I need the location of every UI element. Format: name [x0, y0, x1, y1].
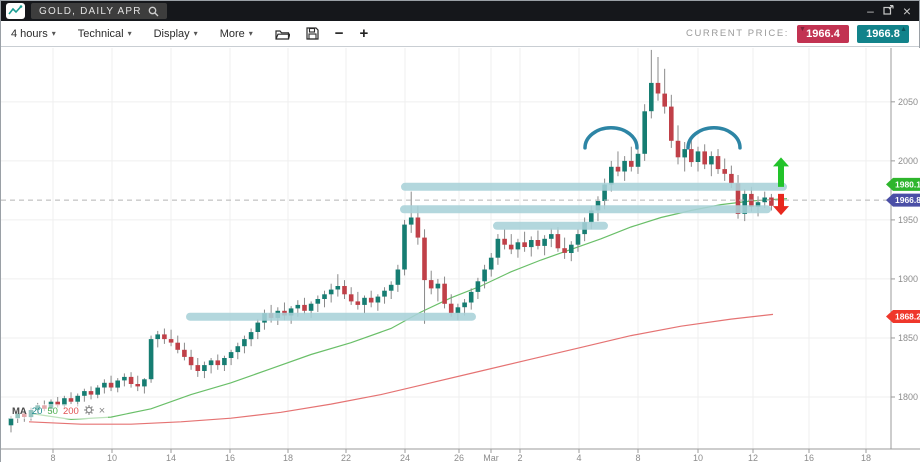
arrow-up-icon: ▲ [900, 25, 907, 33]
chevron-down-icon: ▾ [127, 29, 132, 38]
svg-text:2: 2 [517, 453, 522, 462]
search-icon[interactable] [148, 6, 159, 17]
zoom-out-button[interactable]: − [334, 25, 344, 42]
svg-text:8: 8 [635, 453, 640, 462]
timeframe-menu[interactable]: 4 hours ▾ [11, 27, 56, 40]
current-price-label: CURRENT PRICE: [686, 28, 789, 39]
save-icon[interactable] [306, 27, 319, 40]
chart-canvas[interactable]: 1800 1850 1900 1950 2000 2050 8 10 14 16 18 22 24 26 M… [1, 48, 920, 462]
ma50-period-label: 50 [47, 406, 58, 417]
ma-remove-icon[interactable]: × [98, 405, 106, 417]
ma-legend: MA 20 50 200 × [9, 404, 109, 419]
svg-text:18: 18 [861, 453, 871, 462]
svg-text:14: 14 [166, 453, 176, 462]
svg-text:1950: 1950 [898, 215, 918, 225]
zoom-in-button[interactable]: + [359, 25, 369, 42]
close-button[interactable]: × [902, 3, 911, 19]
ma-legend-title: MA [12, 406, 27, 417]
svg-text:1900: 1900 [898, 274, 918, 284]
ma20-period-label: 20 [31, 406, 43, 417]
ma200-period-label: 200 [62, 406, 79, 417]
svg-text:1980.1: 1980.1 [895, 179, 920, 189]
window-controls: – × [867, 3, 919, 19]
open-folder-icon[interactable] [275, 28, 290, 40]
svg-text:1868.2: 1868.2 [895, 312, 920, 322]
symbol-title-chip[interactable]: GOLD, DAILY APR [31, 3, 167, 19]
ask-price-badge: 1966.8 ▲ [857, 24, 909, 43]
svg-text:16: 16 [804, 453, 814, 462]
more-menu[interactable]: More ▾ [219, 27, 253, 40]
chevron-down-icon: ▾ [51, 29, 56, 38]
display-menu[interactable]: Display ▾ [153, 27, 198, 40]
svg-text:Mar: Mar [483, 453, 499, 462]
svg-text:8: 8 [50, 453, 55, 462]
svg-text:1966.8: 1966.8 [895, 195, 920, 205]
svg-text:1850: 1850 [898, 333, 918, 343]
app-logo-icon [6, 3, 25, 19]
svg-text:24: 24 [400, 453, 410, 462]
svg-text:10: 10 [693, 453, 703, 462]
svg-text:2050: 2050 [898, 97, 918, 107]
svg-text:22: 22 [341, 453, 351, 462]
svg-text:10: 10 [107, 453, 117, 462]
current-price-block: CURRENT PRICE: ▼ 1966.4 1966.8 ▲ [686, 24, 909, 43]
bid-price-badge: ▼ 1966.4 [797, 24, 849, 43]
chart-title: GOLD, DAILY APR [39, 5, 142, 17]
svg-text:16: 16 [225, 453, 235, 462]
arrow-down-icon: ▼ [799, 25, 806, 33]
ma-settings-gear-icon[interactable] [83, 405, 94, 418]
svg-text:4: 4 [576, 453, 581, 462]
chevron-down-icon: ▾ [193, 29, 198, 38]
svg-text:2000: 2000 [898, 156, 918, 166]
titlebar: GOLD, DAILY APR – × [1, 1, 919, 21]
svg-text:26: 26 [454, 453, 464, 462]
chevron-down-icon: ▾ [248, 29, 253, 38]
svg-text:18: 18 [283, 453, 293, 462]
svg-text:1800: 1800 [898, 392, 918, 402]
svg-text:12: 12 [748, 453, 758, 462]
minimize-button[interactable]: – [867, 4, 874, 18]
popout-button[interactable] [883, 4, 894, 17]
technical-menu[interactable]: Technical ▾ [77, 27, 132, 40]
toolbar: 4 hours ▾ Technical ▾ Display ▾ More ▾ [1, 21, 919, 47]
